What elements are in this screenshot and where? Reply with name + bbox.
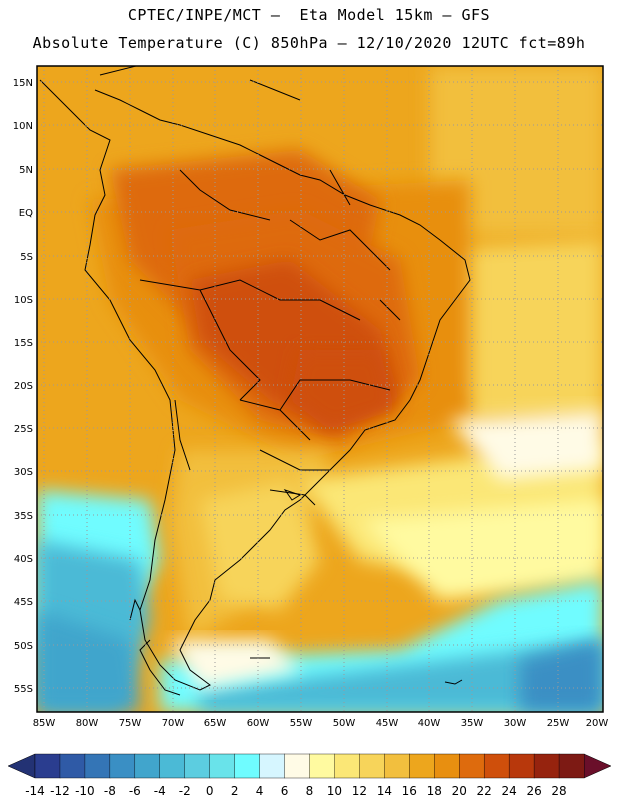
colorbar-label: 28	[551, 784, 566, 798]
lon-label: 75W	[119, 718, 142, 729]
colorbar-swatch	[59, 753, 86, 779]
lat-label: 45S	[14, 597, 33, 608]
lon-label: 35W	[461, 718, 484, 729]
colorbar-label: 10	[327, 784, 342, 798]
colorbar-swatch	[434, 753, 460, 779]
lon-label: 60W	[247, 718, 270, 729]
colorbar: -14 -12 -10 -8 -6 -4 -2 0 2 4 6 8 10 12 14 16 18 20 22 24 26…	[7, 753, 612, 798]
colorbar-swatch	[334, 753, 360, 779]
colorbar-swatch	[209, 753, 236, 779]
colorbar-label: 22	[477, 784, 492, 798]
colorbar-label: 26	[526, 784, 541, 798]
colorbar-underflow-arrow	[7, 753, 36, 779]
colorbar-label: 14	[377, 784, 392, 798]
colorbar-label: -2	[179, 784, 191, 798]
colorbar-swatch	[34, 753, 61, 779]
lat-label: 15N	[13, 78, 33, 89]
lat-label: 55S	[14, 684, 33, 695]
temperature-field	[37, 66, 603, 712]
colorbar-swatch	[384, 753, 410, 779]
longitude-axis: 85W 80W 75W 70W 65W 60W 55W 50W 45W 40W …	[33, 718, 609, 729]
colorbar-label: -6	[129, 784, 141, 798]
colorbar-label: 18	[427, 784, 442, 798]
colorbar-label: 20	[452, 784, 467, 798]
colorbar-label: -4	[154, 784, 166, 798]
lat-label: 40S	[14, 554, 33, 565]
colorbar-label: -8	[104, 784, 116, 798]
lon-label: 45W	[376, 718, 399, 729]
colorbar-label: -10	[75, 784, 95, 798]
lon-label: 50W	[333, 718, 356, 729]
lon-label: 25W	[547, 718, 570, 729]
colorbar-labels: -14 -12 -10 -8 -6 -4 -2 0 2 4 6 8 10 12 14 16 18 20 22 24 26…	[25, 784, 566, 798]
colorbar-label: -12	[50, 784, 70, 798]
colorbar-label: 0	[206, 784, 214, 798]
lon-label: 85W	[33, 718, 56, 729]
map-frame	[36, 65, 604, 713]
colorbar-overflow-arrow	[583, 753, 612, 779]
lat-label: 5N	[19, 165, 33, 176]
colorbar-label: -14	[25, 784, 45, 798]
lat-label: 25S	[14, 424, 33, 435]
chart-title-line1: CPTEC/INPE/MCT – Eta Model 15km – GFS	[127, 6, 491, 24]
colorbar-label: 2	[231, 784, 239, 798]
colorbar-label: 4	[256, 784, 264, 798]
colorbar-swatch	[508, 753, 535, 779]
chart-title-line2: Absolute Temperature (C) 850hPa – 12/10/…	[32, 34, 586, 52]
lon-label: 55W	[290, 718, 313, 729]
colorbar-swatch	[483, 753, 510, 779]
lon-label: 70W	[162, 718, 185, 729]
colorbar-swatch	[259, 753, 286, 779]
colorbar-swatch	[184, 753, 211, 779]
lon-label: 65W	[204, 718, 227, 729]
lat-label: 10S	[14, 295, 33, 306]
coastlines	[39, 66, 471, 696]
lon-label: 30W	[504, 718, 527, 729]
lat-label: 35S	[14, 511, 33, 522]
colorbar-swatch	[109, 753, 136, 779]
colorbar-swatch	[533, 753, 560, 779]
colorbar-swatch	[409, 753, 435, 779]
colorbar-swatch	[284, 753, 310, 779]
colorbar-swatch	[309, 753, 335, 779]
lat-label: 10N	[13, 121, 33, 132]
lat-label: 50S	[14, 641, 33, 652]
lat-label: 30S	[14, 467, 33, 478]
colorbar-label: 16	[402, 784, 417, 798]
colorbar-label: 6	[281, 784, 289, 798]
colorbar-swatch	[234, 753, 261, 779]
lat-label: EQ	[19, 208, 33, 219]
lon-label: 40W	[418, 718, 441, 729]
lat-label: 5S	[20, 252, 33, 263]
colorbar-swatch	[159, 753, 186, 779]
colorbar-swatch	[459, 753, 485, 779]
colorbar-swatch	[359, 753, 385, 779]
colorbar-swatches	[34, 753, 585, 779]
colorbar-swatch	[84, 753, 111, 779]
colorbar-swatch	[558, 753, 585, 779]
colorbar-label: 12	[352, 784, 367, 798]
colorbar-label: 24	[501, 784, 516, 798]
lon-label: 80W	[76, 718, 99, 729]
lon-label: 20W	[586, 718, 609, 729]
lat-label: 20S	[14, 381, 33, 392]
colorbar-swatch	[134, 753, 161, 779]
latitude-axis: 15N 10N 5N EQ 5S 10S 15S 20S 25S 30S 35S…	[13, 78, 33, 695]
lat-label: 15S	[14, 338, 33, 349]
colorbar-label: 8	[306, 784, 314, 798]
